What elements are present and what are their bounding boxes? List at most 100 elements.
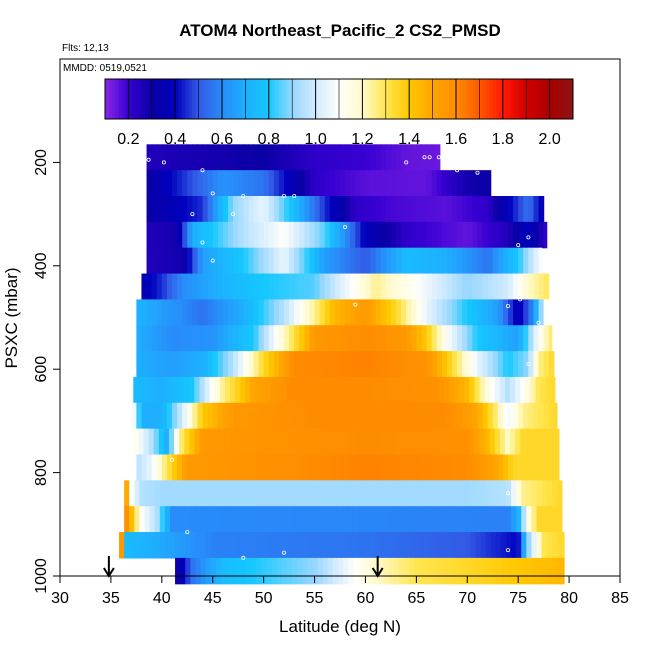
colorbar-segment — [435, 79, 440, 119]
heatmap-cell — [329, 196, 336, 223]
heatmap-cell — [546, 506, 553, 533]
heatmap-cell — [332, 557, 339, 585]
data-point — [343, 224, 348, 229]
heatmap-cell — [189, 428, 195, 456]
heatmap-cell — [256, 557, 263, 585]
heatmap-cell — [319, 299, 326, 326]
colorbar-segment — [462, 79, 467, 119]
heatmap-cell — [190, 506, 197, 533]
heatmap-cell — [304, 273, 311, 300]
heatmap-cell — [212, 170, 219, 197]
colorbar-segment — [258, 79, 263, 119]
heatmap-cell — [370, 454, 377, 481]
heatmap-cell — [378, 480, 385, 507]
colorbar-segment — [171, 79, 176, 119]
heatmap-cell — [505, 532, 512, 559]
colorbar-segment — [318, 79, 323, 119]
heatmap-cell — [134, 532, 141, 559]
colorbar-segment — [502, 79, 507, 119]
heatmap-cell — [426, 247, 433, 275]
heatmap-cell — [365, 196, 372, 223]
heatmap-cell — [177, 196, 183, 223]
heatmap-cell — [179, 428, 185, 456]
heatmap-cell — [317, 557, 324, 585]
heatmap-cell — [190, 557, 197, 585]
heatmap-cell — [345, 402, 351, 430]
heatmap-cell — [396, 351, 402, 378]
heatmap-cell — [166, 273, 173, 300]
heatmap-cell — [396, 247, 402, 275]
heatmap-cell — [355, 221, 361, 249]
heatmap-cell — [238, 325, 244, 352]
heatmap-cell — [385, 351, 392, 378]
heatmap-cell — [270, 428, 277, 456]
heatmap-cell — [197, 325, 204, 352]
heatmap-cell — [373, 532, 380, 559]
heatmap-cell — [556, 506, 563, 533]
heatmap-cell — [319, 247, 326, 275]
heatmap-cell — [233, 247, 239, 275]
data-point — [292, 193, 297, 198]
heatmap-cell — [538, 247, 543, 275]
heatmap-cell — [477, 299, 484, 326]
colorbar-segment — [322, 79, 327, 119]
heatmap-cell — [502, 221, 509, 249]
heatmap-cell — [533, 454, 540, 481]
heatmap-cell — [370, 144, 377, 171]
heatmap-cell — [472, 299, 479, 326]
heatmap-cell — [375, 221, 382, 249]
heatmap-cell — [215, 506, 222, 533]
data-point — [427, 155, 432, 160]
colorbar-segment — [312, 79, 317, 119]
heatmap-cell — [306, 428, 313, 456]
heatmap-cell — [238, 402, 244, 430]
colorbar-frame — [104, 78, 574, 120]
heatmap-cell — [136, 299, 143, 326]
heatmap-cell — [307, 532, 314, 559]
heatmap-cell — [182, 273, 188, 300]
heatmap-cell — [357, 428, 363, 456]
data-point — [436, 155, 441, 160]
heatmap-cell — [404, 506, 410, 533]
heatmap-cell — [462, 325, 468, 352]
heatmap-cell — [337, 532, 344, 559]
heatmap-cell — [187, 299, 193, 326]
heatmap-cell — [243, 170, 249, 197]
heatmap-cell — [530, 428, 537, 456]
data-point — [169, 457, 174, 462]
heatmap-cell — [281, 480, 288, 507]
heatmap-cell — [465, 480, 471, 507]
heatmap-cell — [241, 480, 247, 507]
heatmap-cell — [301, 376, 307, 404]
heatmap-cell — [210, 532, 217, 559]
arrow-head — [103, 567, 115, 578]
heatmap-cell — [342, 376, 348, 404]
heatmap-cell — [222, 351, 229, 378]
heatmap-cell — [187, 454, 193, 481]
heatmap-cell — [502, 247, 509, 275]
heatmap-cell — [492, 454, 499, 481]
heatmap-cell — [375, 454, 382, 481]
heatmap-cell — [180, 480, 186, 507]
heatmap-cell — [446, 221, 453, 249]
x-tick-label: 60 — [357, 590, 375, 607]
heatmap-cell — [184, 376, 190, 404]
heatmap-cell — [233, 273, 239, 300]
heatmap-cell — [414, 557, 421, 585]
heatmap-cell — [169, 532, 176, 559]
heatmap-cell — [406, 144, 412, 171]
colorbar-segment — [211, 79, 216, 119]
heatmap-cell — [182, 196, 188, 223]
colorbar-segment — [439, 79, 444, 119]
heatmap-cell — [350, 196, 356, 223]
heatmap-cell — [401, 299, 407, 326]
heatmap-cell — [518, 196, 524, 223]
heatmap-cell — [192, 325, 199, 352]
heatmap-cell — [521, 480, 527, 507]
heatmap-cell — [399, 532, 405, 559]
heatmap-cell — [416, 170, 423, 197]
colorbar-segment — [372, 79, 377, 119]
heatmap-cell — [268, 144, 275, 171]
heatmap-cell — [543, 273, 550, 300]
heatmap-cell — [439, 480, 446, 507]
